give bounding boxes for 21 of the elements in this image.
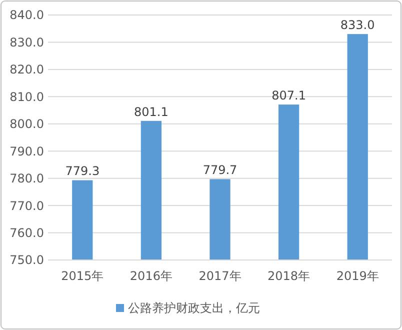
text: 779.3 xyxy=(65,164,100,178)
text: 801.1 xyxy=(134,104,168,119)
x-tick-label: 2015年 xyxy=(61,269,104,283)
x-tick-label: 2019年 xyxy=(336,269,379,283)
text: 779.7 xyxy=(202,163,238,178)
y-tick-label: 760.0 xyxy=(10,226,44,240)
legend-label: 公路养护财政支出，亿元 xyxy=(128,301,260,316)
y-tick-label: 820.0 xyxy=(10,62,44,77)
x-tick-label: 2018年 xyxy=(268,269,310,283)
x-tick-label: 2017年 xyxy=(198,269,242,283)
y-tick-label: 780.0 xyxy=(10,172,44,186)
y-tick-label: 830.0 xyxy=(10,35,44,50)
y-tick-label: 810.0 xyxy=(10,90,44,104)
text: 833.0 xyxy=(340,18,375,32)
y-tick-label: 840.0 xyxy=(10,8,44,22)
x-tick-label: 2016年 xyxy=(130,269,172,283)
y-tick-label: 750.0 xyxy=(10,253,44,268)
y-tick-label: 800.0 xyxy=(10,117,44,132)
y-tick-label: 770.0 xyxy=(10,198,44,213)
y-tick-label: 790.0 xyxy=(10,144,44,158)
text: 807.1 xyxy=(272,88,306,103)
